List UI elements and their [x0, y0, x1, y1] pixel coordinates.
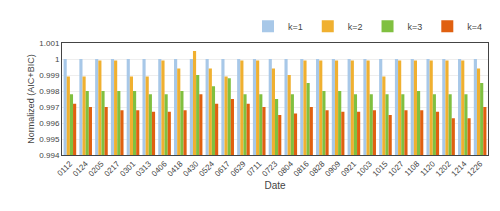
svg-text:0909: 0909 [323, 159, 342, 178]
svg-text:0112: 0112 [56, 159, 75, 178]
svg-text:0.996: 0.996 [39, 119, 60, 128]
svg-text:Normalized (AIC+BIC): Normalized (AIC+BIC) [26, 54, 36, 143]
svg-text:1: 1 [55, 55, 60, 64]
svg-text:1120: 1120 [418, 159, 437, 178]
svg-text:0921: 0921 [339, 159, 358, 178]
svg-text:0313: 0313 [134, 159, 153, 178]
svg-text:0804: 0804 [276, 159, 295, 178]
svg-text:0430: 0430 [181, 159, 200, 178]
svg-text:0.994: 0.994 [39, 151, 60, 160]
svg-text:1003: 1003 [355, 159, 374, 178]
svg-text:0629: 0629 [229, 159, 248, 178]
svg-text:0205: 0205 [87, 159, 106, 178]
svg-text:0828: 0828 [308, 159, 327, 178]
svg-text:1214: 1214 [450, 159, 469, 178]
svg-text:Date: Date [264, 180, 286, 191]
svg-text:0.999: 0.999 [39, 71, 60, 80]
svg-text:k=3: k=3 [408, 22, 423, 32]
svg-text:1.001: 1.001 [39, 39, 60, 48]
svg-text:0406: 0406 [150, 159, 169, 178]
svg-text:0711: 0711 [245, 159, 264, 178]
svg-text:k=1: k=1 [288, 22, 303, 32]
svg-text:k=2: k=2 [348, 22, 363, 32]
svg-text:1202: 1202 [434, 159, 453, 178]
svg-text:1226: 1226 [465, 159, 484, 178]
svg-text:0.995: 0.995 [39, 135, 60, 144]
svg-text:0617: 0617 [213, 159, 232, 178]
svg-text:1015: 1015 [371, 159, 390, 178]
svg-text:1108: 1108 [403, 159, 422, 178]
svg-text:0.998: 0.998 [39, 87, 60, 96]
svg-text:0418: 0418 [166, 159, 185, 178]
svg-text:0.997: 0.997 [39, 103, 60, 112]
svg-text:1027: 1027 [387, 159, 406, 178]
svg-text:0816: 0816 [292, 159, 311, 178]
svg-text:0723: 0723 [260, 159, 279, 178]
svg-text:0217: 0217 [103, 159, 122, 178]
svg-text:0301: 0301 [118, 159, 137, 178]
svg-text:0524: 0524 [197, 159, 216, 178]
svg-text:0124: 0124 [71, 159, 90, 178]
svg-text:k=4: k=4 [467, 22, 482, 32]
